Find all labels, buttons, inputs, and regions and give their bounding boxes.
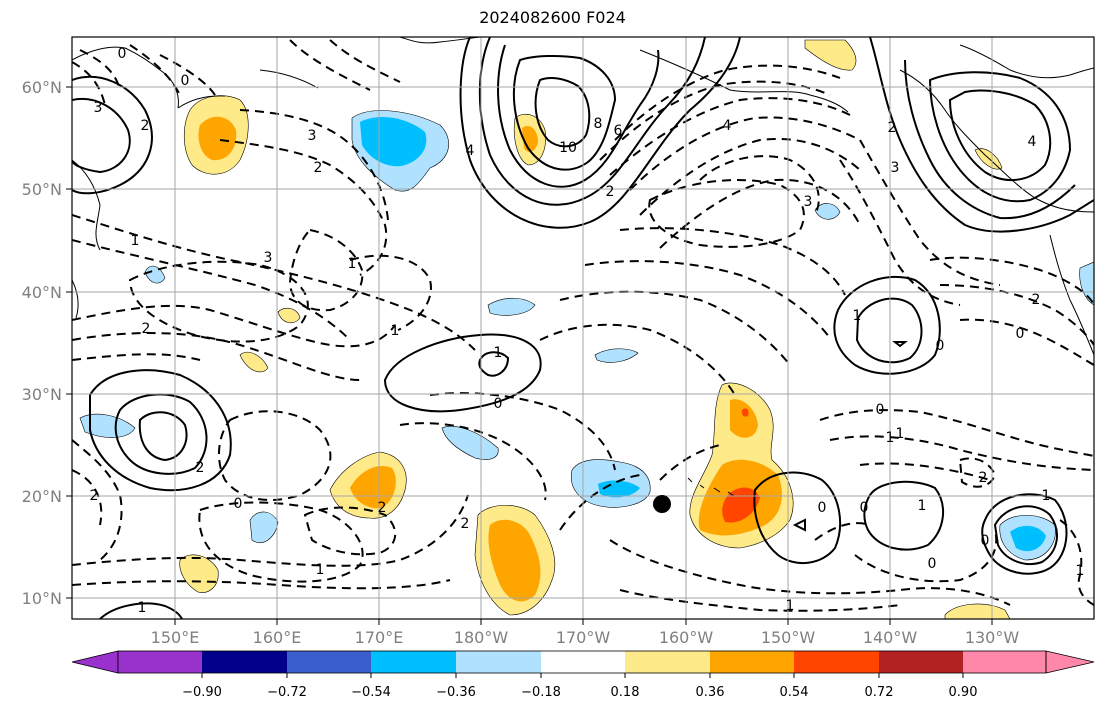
contour-label: 8	[594, 116, 603, 132]
contour-label: 0	[234, 496, 243, 512]
contour-label: 3	[891, 160, 900, 176]
colorbar-tick-label: −0.72	[267, 685, 307, 700]
lon-label: 150°W	[761, 628, 816, 647]
contour-label: 1	[896, 426, 905, 442]
colorbar-tick-label: −0.18	[521, 685, 561, 700]
contour-label: 0	[860, 500, 869, 516]
colorbar-cell	[118, 651, 202, 673]
contour-label: 3	[94, 100, 103, 116]
contour-label: 0	[494, 396, 503, 412]
graticule	[72, 37, 1094, 619]
lon-label: 180°W	[454, 628, 509, 647]
contour-label: 1	[886, 430, 895, 446]
contour-label: 4	[723, 118, 732, 134]
contour-label: 10	[559, 140, 577, 156]
colorbar-cell	[541, 651, 625, 673]
lat-label: 30°N	[22, 385, 62, 404]
colorbar-tick-label: −0.54	[351, 685, 391, 700]
colorbar-cell	[710, 651, 794, 673]
contour-label: 4	[466, 143, 475, 159]
contour-label: 2	[378, 500, 387, 516]
contour-label: 1	[131, 233, 140, 249]
contour-label: 0	[876, 402, 885, 418]
contour-label: 3	[804, 194, 813, 210]
lat-label: 40°N	[22, 283, 62, 302]
lon-label: 170°E	[355, 628, 404, 647]
contour-label: 1	[853, 308, 862, 324]
contour-label: 0	[818, 500, 827, 516]
contour-label: 2	[461, 516, 470, 532]
lon-label: 170°W	[556, 628, 611, 647]
colorbar-tick-label: 0.72	[865, 685, 894, 700]
plot-title: 2024082600 F024	[479, 8, 626, 27]
solid-contours	[72, 37, 1094, 619]
lat-label: 60°N	[22, 78, 62, 97]
lon-axis	[174, 619, 993, 625]
dashed-contours	[72, 39, 1094, 612]
colorbar-cell	[287, 651, 371, 673]
colorbar-cell	[456, 651, 541, 673]
contour-label: 2	[141, 118, 150, 134]
lon-label: 140°W	[863, 628, 918, 647]
lat-label: 10°N	[22, 589, 62, 608]
contour-label: 1	[786, 598, 795, 614]
contour-label: 0	[981, 533, 990, 549]
colorbar-cell	[794, 651, 879, 673]
lat-label: 50°N	[22, 180, 62, 199]
contour-label: 4	[1028, 134, 1037, 150]
contour-label: 1	[391, 323, 400, 339]
contour-label: 0	[118, 46, 127, 62]
contour-label: 2	[196, 460, 205, 476]
contour-label: 0	[181, 73, 190, 89]
lat-axis	[66, 86, 72, 599]
lon-label: 160°W	[659, 628, 714, 647]
contour-label: 1	[1042, 488, 1051, 504]
contour-label: 2	[606, 184, 615, 200]
contour-label: 0	[1016, 326, 1025, 342]
contour-label: 3	[308, 128, 317, 144]
contour-label: 3	[264, 250, 273, 266]
colorbar-tick-label: 0.54	[780, 685, 809, 700]
contour-label: 0	[936, 338, 945, 354]
storm-center-marker	[653, 495, 671, 513]
contour-label: 2	[888, 120, 897, 136]
lon-label: 150°E	[151, 628, 200, 647]
lon-label: 160°E	[253, 628, 302, 647]
colorbar-cell	[625, 651, 710, 673]
colorbar-tick-label: 0.90	[949, 685, 978, 700]
contour-label: 1	[138, 600, 147, 616]
contour-label: 1	[918, 498, 927, 514]
contour-label: 2	[314, 160, 323, 176]
colorbar-tick-label: 0.36	[696, 685, 725, 700]
colorbar-tick-label: −0.36	[436, 685, 476, 700]
colorbar-cell	[371, 651, 456, 673]
shaded-anomalies	[79, 39, 1094, 619]
contour-label: 0	[928, 556, 937, 572]
contour-label: 2	[90, 488, 99, 504]
contour-label: 2	[1032, 292, 1041, 308]
contour-label: 1	[348, 256, 357, 272]
lon-label: 130°W	[965, 628, 1020, 647]
contour-label: 2	[142, 321, 151, 337]
colorbar-cell	[879, 651, 963, 673]
colorbar-cell	[963, 651, 1046, 673]
contour-label: 1	[494, 345, 503, 361]
contour-label: 6	[614, 123, 623, 139]
lat-label: 20°N	[22, 487, 62, 506]
colorbar-cell-max	[1045, 650, 1095, 674]
contour-label: 1	[1076, 563, 1085, 579]
colorbar-tick-label: 0.18	[611, 685, 640, 700]
colorbar-cell-min	[71, 650, 119, 674]
colorbar-tick-label: −0.90	[182, 685, 222, 700]
colorbar-cell	[202, 651, 287, 673]
contour-labels: 0 3 2 0 1 2 3 2 3 2 1 1 1 0 8 6 4 10 2 4…	[90, 46, 1085, 616]
contour-label: 1	[316, 562, 325, 578]
coastlines	[72, 37, 1094, 497]
contour-label: 2	[979, 470, 988, 486]
colorbar: −0.90 −0.72 −0.54 −0.36 −0.18 0.18 0.36 …	[71, 650, 1095, 700]
